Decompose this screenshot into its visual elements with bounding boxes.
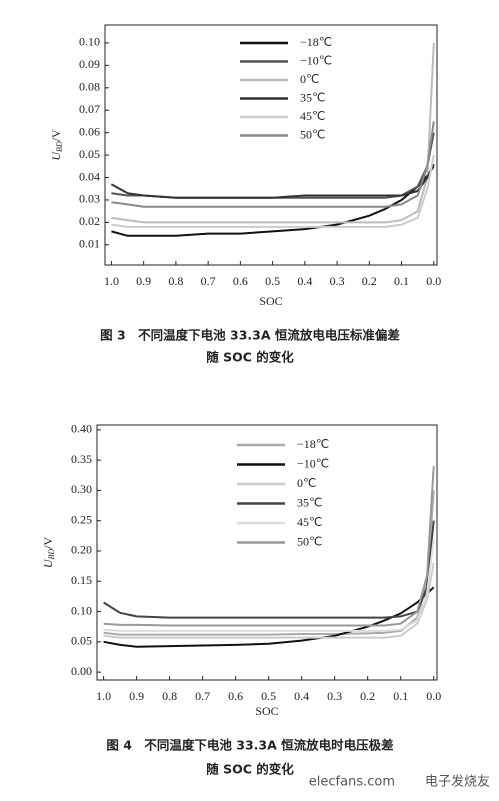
x-tick-label: 0.9 xyxy=(129,689,144,703)
y-axis-label: UBD/V xyxy=(41,536,56,568)
y-tick-label: 0.15 xyxy=(71,573,92,587)
y-tick-label: 0.25 xyxy=(71,512,92,526)
x-tick-label: 1.0 xyxy=(96,689,111,703)
x-axis-label: SOC xyxy=(255,704,278,718)
x-tick-label: 0.4 xyxy=(297,274,312,288)
y-tick-label: 0.35 xyxy=(71,452,92,466)
y-label-symbol: U xyxy=(49,151,63,161)
x-tick-label: 0.2 xyxy=(360,689,375,703)
y-tick-label: 0.40 xyxy=(71,422,92,436)
x-tick-label: 0.7 xyxy=(201,274,216,288)
y-tick-label: 0.05 xyxy=(79,147,100,161)
y-axis-label: UBD/V xyxy=(49,129,64,161)
x-tick-label: 0.0 xyxy=(426,274,441,288)
series-line xyxy=(111,42,435,224)
plot-frame xyxy=(96,424,438,681)
series-line xyxy=(103,586,435,648)
y-tick-label: 0.06 xyxy=(79,124,100,138)
series-line xyxy=(111,132,435,199)
x-tick-label: 0.7 xyxy=(195,689,210,703)
y-tick-label: 0.10 xyxy=(79,35,100,49)
legend-label: 0℃ xyxy=(300,72,319,86)
x-tick-label: 0.9 xyxy=(136,274,151,288)
series-line xyxy=(103,466,435,627)
y-tick-label: 0.02 xyxy=(79,214,100,228)
x-tick-label: 0.3 xyxy=(327,689,342,703)
legend-label: −10℃ xyxy=(297,456,329,470)
y-axis-label-text: UBD/V xyxy=(49,129,64,161)
y-tick-label: 0.04 xyxy=(79,169,100,183)
y-label-subscript: BD xyxy=(47,549,56,560)
x-tick-label: 0.4 xyxy=(294,689,309,703)
y-tick-label: 0.09 xyxy=(79,57,100,71)
legend-label: 35℃ xyxy=(297,495,322,509)
series-line xyxy=(103,538,435,632)
figure-caption: 图 3 不同温度下电池 33.3A 恒流放电电压标准偏差 xyxy=(100,328,400,343)
figure-caption: 图 4 不同温度下电池 33.3A 恒流放电时电压极差 xyxy=(106,738,393,753)
y-tick-label: 0.05 xyxy=(71,634,92,648)
x-tick-label: 0.5 xyxy=(261,689,276,703)
x-tick-label: 0.2 xyxy=(362,274,377,288)
series-line xyxy=(111,165,435,237)
legend-label: −18℃ xyxy=(300,35,332,49)
legend-label: 45℃ xyxy=(297,515,322,529)
x-tick-label: 0.6 xyxy=(233,274,248,288)
figure-caption: 随 SOC 的变化 xyxy=(206,762,294,777)
y-tick-label: 0.00 xyxy=(71,664,92,678)
y-tick-label: 0.07 xyxy=(79,102,100,116)
series-line xyxy=(111,154,435,228)
x-tick-label: 1.0 xyxy=(104,274,119,288)
series-line xyxy=(103,520,435,619)
watermark-site: elecfans.com xyxy=(309,775,395,790)
legend-label: 45℃ xyxy=(300,109,325,123)
legend-label: 50℃ xyxy=(297,534,322,548)
series-line xyxy=(110,163,435,199)
legend-label: 0℃ xyxy=(297,476,316,490)
y-tick-label: 0.30 xyxy=(71,482,92,496)
x-tick-label: 0.0 xyxy=(426,689,441,703)
x-tick-label: 0.6 xyxy=(228,689,243,703)
series-line xyxy=(111,121,435,208)
y-tick-label: 0.10 xyxy=(71,603,92,617)
y-tick-label: 0.03 xyxy=(79,192,100,206)
legend-label: −18℃ xyxy=(297,437,329,451)
y-tick-label: 0.20 xyxy=(71,543,92,557)
x-tick-label: 0.8 xyxy=(162,689,177,703)
x-tick-label: 0.1 xyxy=(393,689,408,703)
y-label-symbol: U xyxy=(41,558,55,568)
series-line xyxy=(103,490,435,636)
plot-frame xyxy=(104,24,438,266)
x-axis-label: SOC xyxy=(259,294,282,308)
y-label-unit: /V xyxy=(41,536,55,548)
y-axis-label-text: UBD/V xyxy=(41,536,56,568)
y-tick-label: 0.08 xyxy=(79,80,100,94)
watermark-brand: 电子发烧友 xyxy=(425,774,490,790)
legend-label: 50℃ xyxy=(300,127,325,141)
figure-caption: 随 SOC 的变化 xyxy=(206,350,294,365)
legend-label: 35℃ xyxy=(300,90,325,104)
series-line xyxy=(103,562,435,639)
x-tick-label: 0.3 xyxy=(330,274,345,288)
x-tick-label: 0.8 xyxy=(168,274,183,288)
x-tick-label: 0.5 xyxy=(265,274,280,288)
y-label-unit: /V xyxy=(49,129,63,141)
y-label-subscript: BD xyxy=(55,141,64,152)
y-tick-label: 0.01 xyxy=(79,237,100,251)
x-tick-label: 0.1 xyxy=(394,274,409,288)
legend-label: −10℃ xyxy=(300,53,332,67)
